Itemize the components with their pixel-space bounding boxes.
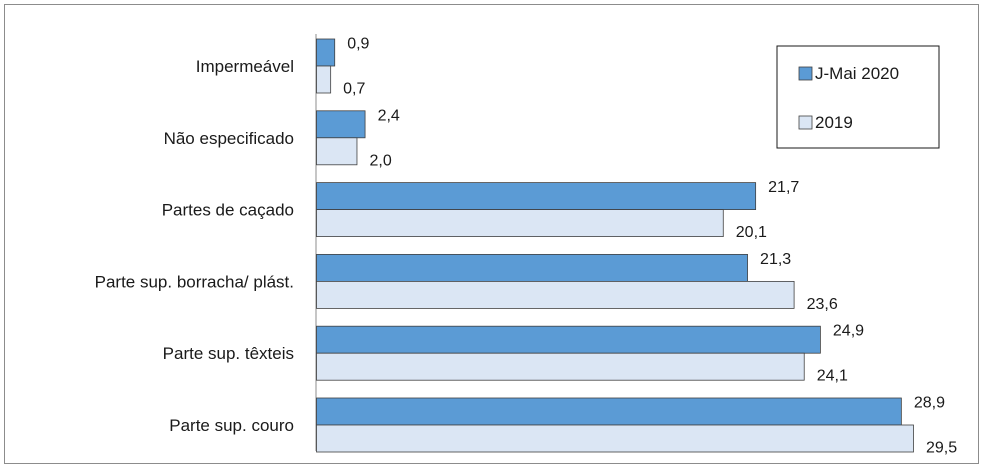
category-label: Parte sup. borracha/ plást. bbox=[95, 272, 294, 291]
category-label: Impermeável bbox=[196, 57, 294, 76]
category-label: Parte sup. têxteis bbox=[163, 344, 294, 363]
data-label: 21,3 bbox=[760, 251, 791, 268]
bar-2019 bbox=[316, 65, 332, 94]
legend-box bbox=[776, 45, 940, 149]
bar-2019 bbox=[316, 137, 358, 166]
bar-2020 bbox=[316, 110, 366, 139]
data-label: 20,1 bbox=[736, 224, 767, 241]
bar-2020 bbox=[316, 38, 336, 67]
data-label: 21,7 bbox=[768, 179, 799, 196]
category-label: Não especificado bbox=[164, 129, 294, 148]
data-label: 2,0 bbox=[369, 152, 391, 169]
data-label: 2,4 bbox=[378, 107, 400, 124]
legend-label: 2019 bbox=[815, 113, 853, 132]
legend-swatch bbox=[798, 66, 813, 81]
data-label: 24,1 bbox=[817, 368, 848, 385]
bar-2020 bbox=[316, 182, 757, 211]
bar-2019 bbox=[316, 352, 805, 381]
data-label: 24,9 bbox=[833, 323, 864, 340]
data-label: 0,7 bbox=[343, 81, 365, 98]
data-label: 0,9 bbox=[347, 36, 369, 53]
bar-2019 bbox=[316, 424, 914, 453]
legend-swatch bbox=[798, 115, 813, 130]
data-label: 29,5 bbox=[926, 440, 957, 457]
bar-2020 bbox=[316, 397, 902, 426]
bar-2019 bbox=[316, 209, 724, 238]
bar-2020 bbox=[316, 325, 821, 354]
bar-2019 bbox=[316, 280, 795, 309]
data-label: 23,6 bbox=[807, 296, 838, 313]
legend-label: J-Mai 2020 bbox=[815, 64, 899, 83]
bar-2020 bbox=[316, 253, 748, 282]
category-label: Partes de caçado bbox=[162, 201, 294, 220]
category-label: Parte sup. couro bbox=[169, 416, 294, 435]
data-label: 28,9 bbox=[914, 395, 945, 412]
